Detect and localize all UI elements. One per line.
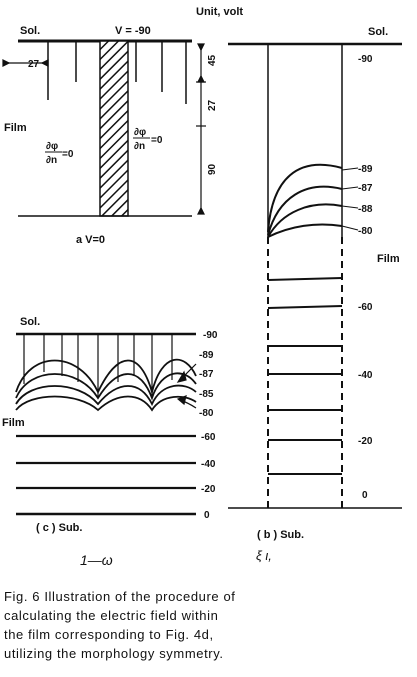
panel-a-field-lines: [47, 41, 187, 104]
panel-c-arrows: [176, 363, 197, 409]
panel-a: Sol. V = -90 a V=0 27 Film ∂φ ∂n =0 ∂φ ∂…: [2, 25, 218, 246]
panel-c-field-lines: [23, 334, 173, 398]
panel-b-leaders: [341, 167, 359, 231]
panel-b-tick-label: -60: [358, 302, 373, 313]
panel-b-sol-label: Sol.: [368, 26, 388, 38]
panel-b-tick-label: -80: [358, 226, 373, 237]
panel-c-tick-label: 0: [204, 510, 210, 521]
panel-a-bc-right-eq: =0: [151, 135, 163, 146]
panel-c-tick-label: -60: [201, 432, 216, 443]
panel-a-vertical-dimensions: [196, 43, 206, 215]
panel-c-uniform-equipotentials: [16, 434, 196, 490]
panel-b-tick-label: 0: [362, 490, 368, 501]
panel-b-film-label: Film: [377, 253, 400, 265]
panel-c-sol-label: Sol.: [20, 316, 40, 328]
panel-c-tick-label: -87: [199, 369, 214, 380]
panel-a-top-potential: V = -90: [115, 25, 151, 37]
panel-b-tick-label: -88: [358, 204, 373, 215]
panel-a-dim-horizontal: 27: [28, 59, 40, 70]
panel-a-bc-left-eq: =0: [62, 149, 74, 160]
panel-b-equipotential-lines: [267, 163, 343, 475]
figure-caption: Fig. 6 Illustration of the procedure of …: [4, 589, 236, 661]
panel-a-dim-top: 45: [207, 54, 218, 66]
caption-line: the film corresponding to Fig. 4d,: [4, 627, 214, 642]
panel-a-film-label: Film: [4, 122, 27, 134]
panel-a-dim-bottom: 90: [207, 163, 218, 175]
panel-c-scalloped-equipotentials: [15, 358, 197, 412]
caption-line: Fig. 6 Illustration of the procedure of: [4, 589, 236, 604]
panel-b-tick-label: -90: [358, 54, 373, 65]
panel-b-tick-label: -87: [358, 183, 373, 194]
panel-c-film-label: Film: [2, 417, 25, 429]
panel-b-dashed-boundaries: [267, 237, 343, 508]
panel-b: Sol. -90 -89 -87: [228, 26, 402, 541]
panel-b-tick-label: -20: [358, 436, 373, 447]
panel-a-bc-left-num: ∂φ: [46, 141, 58, 152]
caption-line: utilizing the morphology symmetry.: [4, 646, 224, 661]
panel-b-tick-label: -89: [358, 164, 373, 175]
panel-c: Sol. -: [2, 316, 218, 534]
panel-a-bc-right-den: ∂n: [134, 141, 145, 152]
panel-c-tick-label: -40: [201, 459, 216, 470]
handwritten-mark-b: ξ ι,: [256, 548, 272, 563]
panel-a-horizontal-dimension: [2, 59, 49, 67]
panel-c-tick-label: -85: [199, 389, 214, 400]
panel-b-caption: ( b ) Sub.: [257, 529, 304, 541]
panel-a-sol-label: Sol.: [20, 25, 40, 37]
panel-c-caption: ( c ) Sub.: [36, 522, 82, 534]
panel-a-hatched-pore: [99, 40, 129, 217]
caption-line: calculating the electric field within: [4, 608, 218, 623]
panel-c-tick-label: -90: [203, 330, 218, 341]
unit-label: Unit, volt: [196, 6, 243, 18]
panel-c-tick-label: -80: [199, 408, 214, 419]
panel-b-tick-label: -40: [358, 370, 373, 381]
panel-c-tick-label: -20: [201, 484, 216, 495]
panel-a-bottom-potential: a V=0: [76, 234, 105, 246]
panel-c-tick-label: -89: [199, 350, 214, 361]
panel-a-bc-right-num: ∂φ: [134, 127, 146, 138]
panel-a-dim-mid: 27: [207, 99, 218, 111]
handwritten-mark-c: 1—ω: [80, 552, 113, 568]
panel-a-bc-left-den: ∂n: [46, 155, 57, 166]
